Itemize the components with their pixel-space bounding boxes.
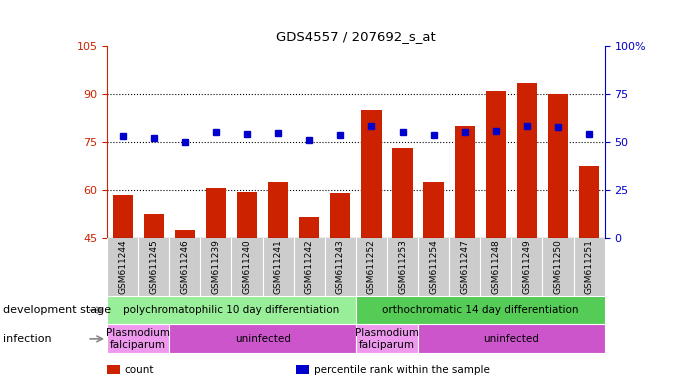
Text: GSM611244: GSM611244 (118, 239, 127, 294)
Text: GSM611239: GSM611239 (211, 239, 220, 294)
Bar (299, 217, 319, 238)
Text: uninfected: uninfected (235, 334, 290, 344)
Bar (424, 182, 444, 238)
Bar (113, 195, 133, 238)
Bar (548, 94, 568, 238)
Text: development stage: development stage (3, 305, 111, 315)
Text: GSM611250: GSM611250 (553, 239, 562, 294)
Bar (418, 324, 605, 353)
Bar (237, 192, 257, 238)
Bar (356, 296, 605, 324)
Bar (361, 110, 381, 238)
Bar (206, 189, 226, 238)
Text: GSM611245: GSM611245 (149, 239, 158, 294)
Text: polychromatophilic 10 day differentiation: polychromatophilic 10 day differentiatio… (124, 305, 339, 315)
Text: percentile rank within the sample: percentile rank within the sample (314, 364, 489, 375)
Bar (107, 324, 169, 353)
Title: GDS4557 / 207692_s_at: GDS4557 / 207692_s_at (276, 30, 436, 43)
Bar (268, 182, 288, 238)
Bar (144, 214, 164, 238)
Bar (296, 366, 309, 374)
Text: GSM611243: GSM611243 (336, 239, 345, 294)
Text: GSM611246: GSM611246 (180, 239, 189, 294)
Text: GSM611253: GSM611253 (398, 239, 407, 294)
Text: GSM611248: GSM611248 (491, 239, 500, 294)
Text: count: count (124, 364, 154, 375)
Text: GSM611252: GSM611252 (367, 239, 376, 294)
Bar (107, 366, 120, 374)
Text: GSM611241: GSM611241 (274, 239, 283, 294)
Text: infection: infection (3, 334, 52, 344)
Bar (392, 149, 413, 238)
Text: GSM611247: GSM611247 (460, 239, 469, 294)
Text: GSM611242: GSM611242 (305, 239, 314, 294)
Bar (356, 324, 418, 353)
Bar (486, 91, 506, 238)
Text: uninfected: uninfected (484, 334, 539, 344)
Text: GSM611249: GSM611249 (522, 239, 531, 294)
Bar (169, 324, 356, 353)
Bar (107, 296, 356, 324)
Text: GSM611240: GSM611240 (243, 239, 252, 294)
Text: orthochromatic 14 day differentiation: orthochromatic 14 day differentiation (382, 305, 578, 315)
Bar (579, 166, 599, 238)
Bar (175, 230, 195, 238)
Text: Plasmodium
falciparum: Plasmodium falciparum (355, 328, 419, 350)
Text: GSM611251: GSM611251 (585, 239, 594, 294)
Bar (455, 126, 475, 238)
Bar (517, 83, 537, 238)
Text: GSM611254: GSM611254 (429, 239, 438, 294)
Bar (330, 193, 350, 238)
Text: Plasmodium
falciparum: Plasmodium falciparum (106, 328, 170, 350)
